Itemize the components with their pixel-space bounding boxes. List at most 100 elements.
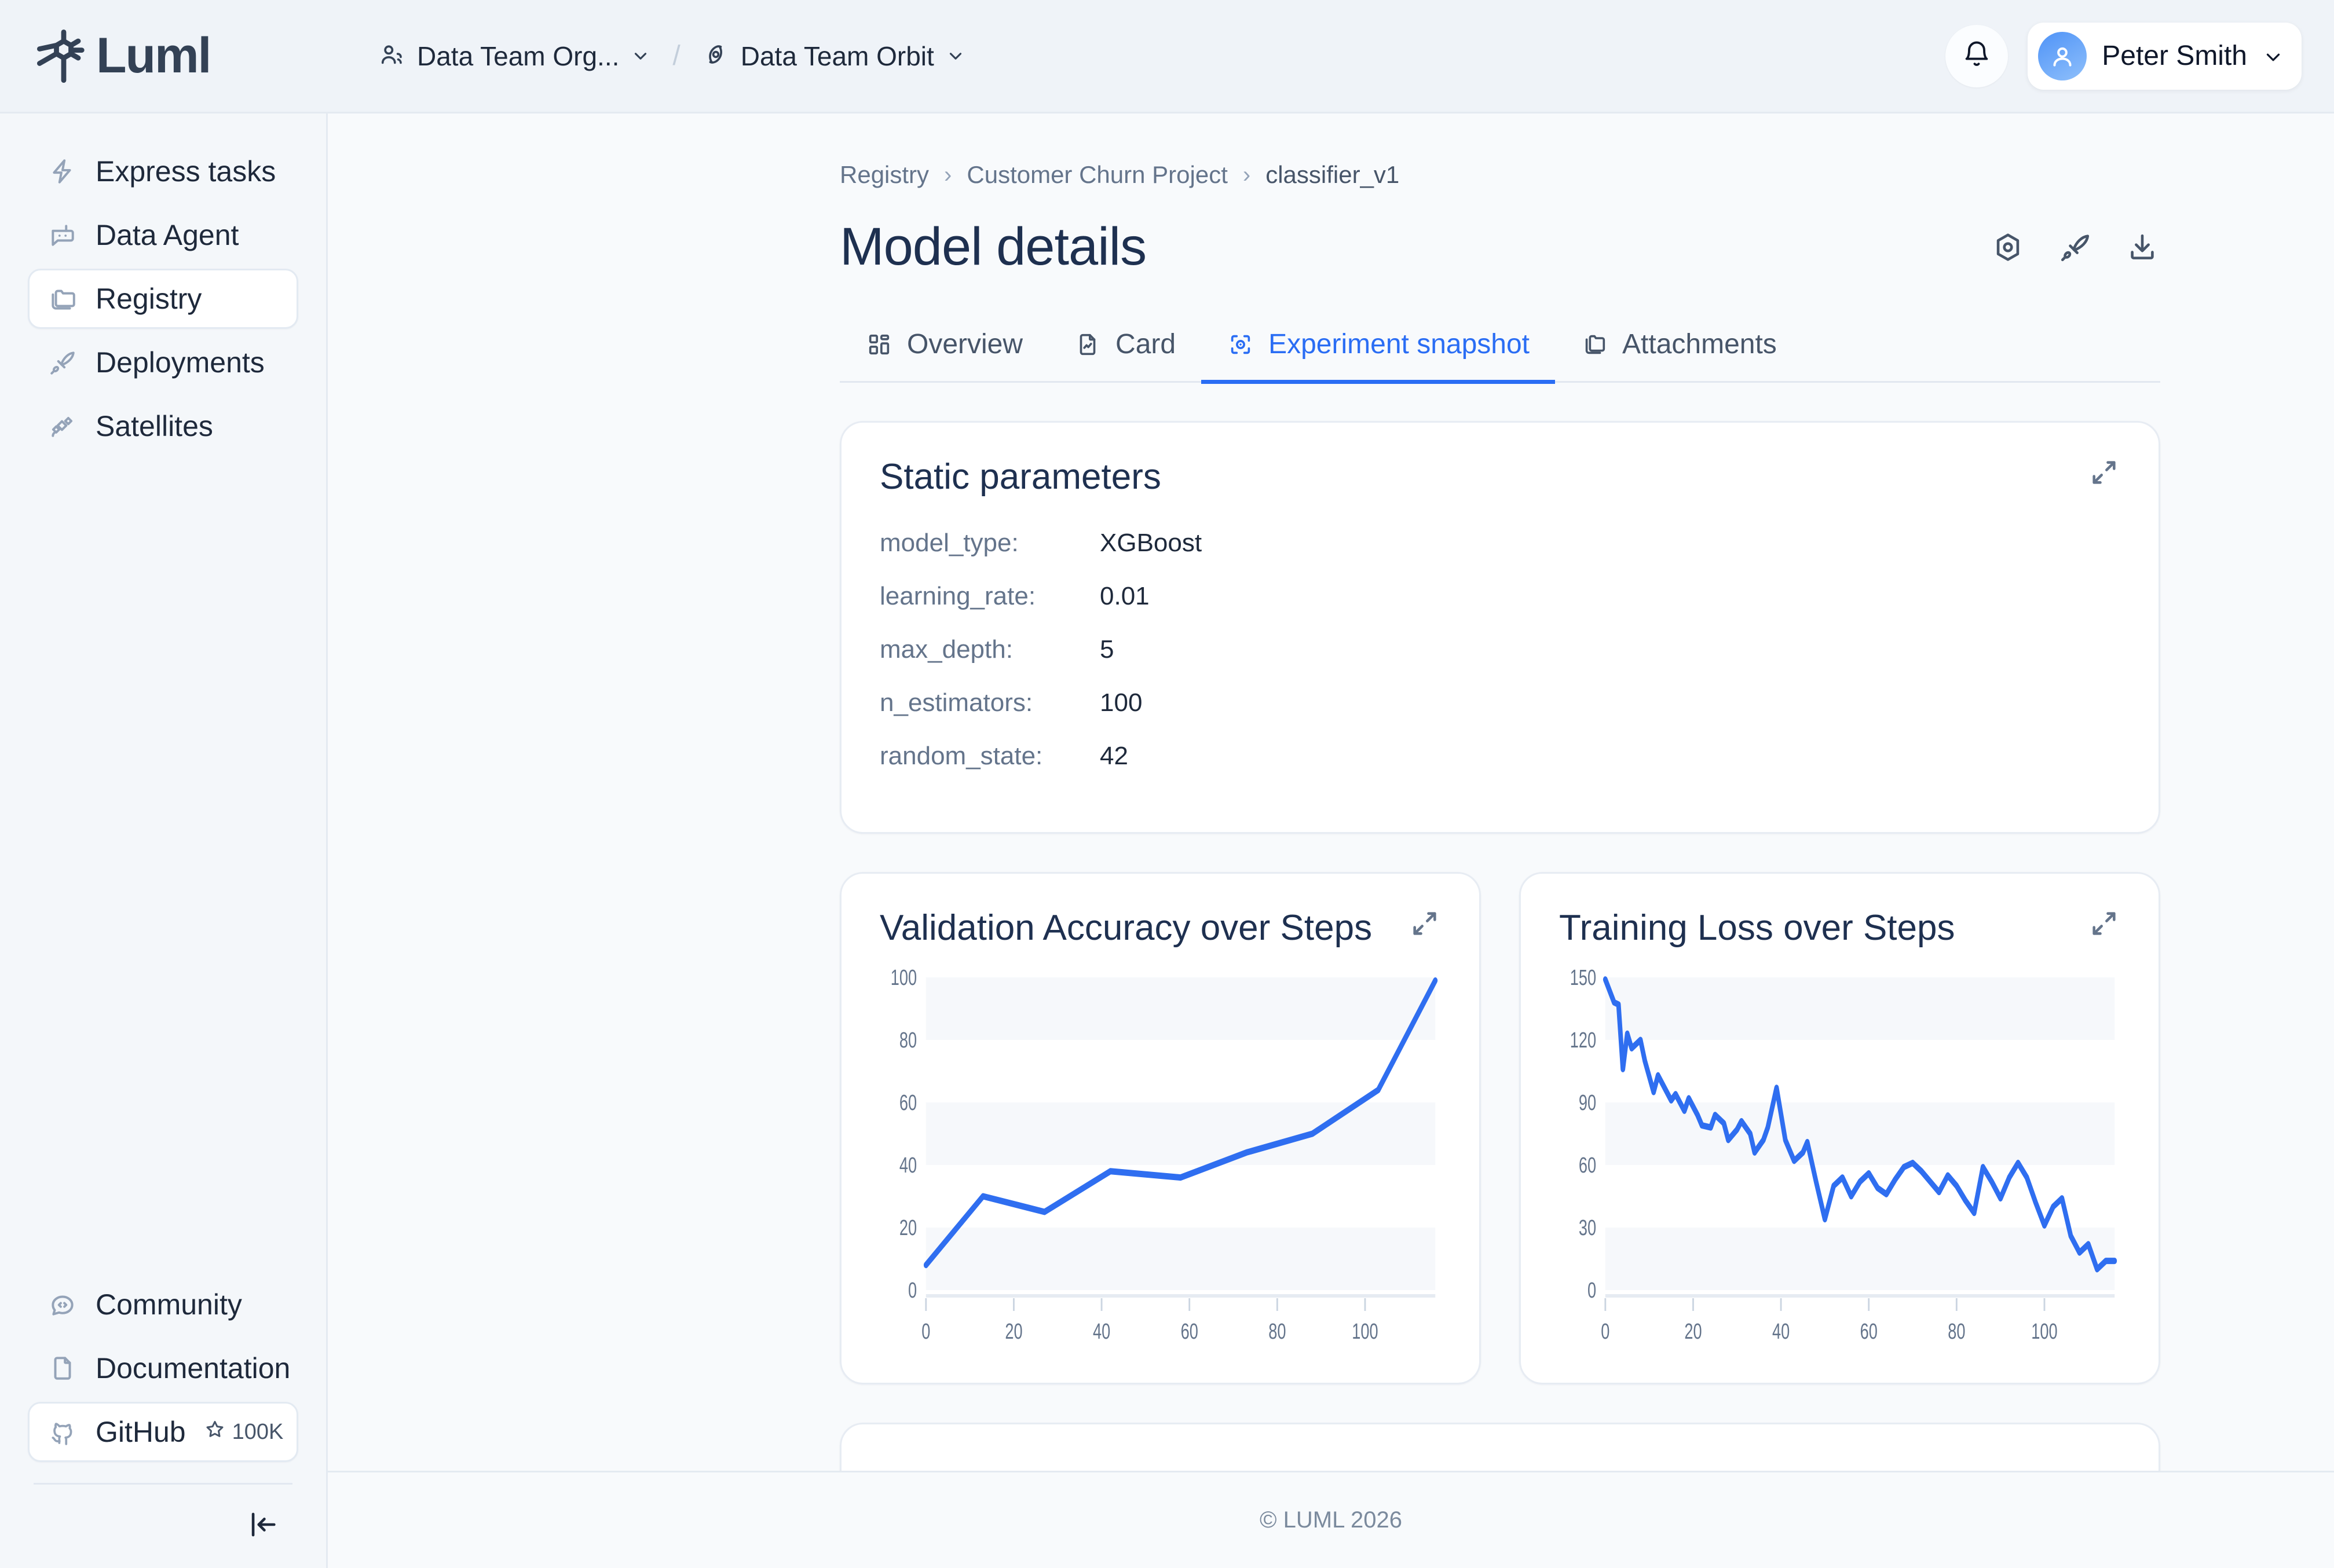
sidebar: Express tasks Data Agent	[0, 113, 328, 1568]
sidebar-item-label: Community	[96, 1288, 242, 1321]
parameter-key: random_state:	[880, 742, 1043, 770]
star-icon	[203, 1417, 226, 1446]
workspace-selector[interactable]: Data Team Orbit	[694, 35, 974, 78]
svg-text:80: 80	[1948, 1318, 1965, 1343]
lightning-icon	[47, 156, 78, 187]
svg-text:150: 150	[1570, 968, 1596, 990]
parameter-key: learning_rate:	[880, 582, 1036, 610]
top-bar-right: Peter Smith	[1945, 22, 2302, 90]
satellite-icon	[47, 411, 78, 442]
sidebar-item-satellites[interactable]: Satellites	[28, 396, 298, 456]
collapse-sidebar-button[interactable]	[245, 1508, 281, 1544]
svg-text:0: 0	[1587, 1277, 1596, 1302]
avatar	[2038, 31, 2087, 80]
tab-attachments[interactable]: Attachments	[1555, 318, 1802, 384]
next-card-partial	[840, 1423, 2160, 1471]
parameter-value: 0.01	[1100, 582, 1150, 610]
svg-text:40: 40	[899, 1152, 917, 1177]
tab-label: Experiment snapshot	[1268, 329, 1530, 360]
notifications-button[interactable]	[1945, 24, 2009, 87]
grid-icon	[865, 331, 893, 358]
brand-logo[interactable]: Luml	[35, 27, 324, 85]
tab-label: Attachments	[1622, 329, 1777, 360]
chart-title: Validation Accuracy over Steps	[880, 908, 1373, 948]
svg-text:100: 100	[1352, 1318, 1378, 1343]
parameter-value: 42	[1100, 742, 1128, 770]
orbit-icon	[703, 41, 729, 71]
svg-text:60: 60	[1860, 1318, 1878, 1343]
sidebar-item-documentation[interactable]: Documentation	[28, 1338, 298, 1398]
tab-label: Overview	[907, 329, 1023, 360]
svg-text:60: 60	[1579, 1152, 1596, 1177]
chat-code-icon	[47, 1289, 78, 1320]
tab-label: Card	[1115, 329, 1176, 360]
chevron-down-icon	[2262, 46, 2282, 66]
parameter-list: model_type: XGBoost learning_rate: 0.01 …	[842, 497, 2159, 832]
github-icon	[47, 1416, 78, 1448]
sidebar-item-label: Data Agent	[96, 219, 239, 251]
breadcrumb-item-current[interactable]: classifier_v1	[1265, 161, 1400, 188]
sidebar-item-community[interactable]: Community	[28, 1274, 298, 1335]
tab-experiment-snapshot[interactable]: Experiment snapshot	[1201, 318, 1556, 384]
sidebar-item-label: Documentation	[96, 1352, 291, 1384]
parameter-row: learning_rate: 0.01	[880, 582, 2120, 635]
parameter-value: 5	[1100, 635, 1114, 664]
card-title: Static parameters	[880, 457, 1161, 497]
scan-target-icon	[1227, 331, 1254, 358]
expand-arrows-icon[interactable]	[2088, 456, 2120, 489]
static-parameters-card: Static parameters model_type:	[840, 421, 2160, 834]
rocket-icon	[47, 347, 78, 378]
content-scroll[interactable]: Registry › Customer Churn Project › clas…	[328, 113, 2334, 1471]
users-icon	[379, 41, 405, 71]
bell-icon	[1962, 39, 1992, 72]
sidebar-item-data-agent[interactable]: Data Agent	[28, 205, 298, 265]
svg-text:80: 80	[899, 1027, 917, 1052]
parameter-row: model_type: XGBoost	[880, 529, 2120, 582]
sidebar-item-label: Satellites	[96, 410, 213, 442]
parameter-key: n_estimators:	[880, 688, 1033, 717]
sidebar-item-github[interactable]: GitHub 100K	[28, 1402, 298, 1462]
parameter-key: max_depth:	[880, 635, 1013, 664]
github-stars: 100K	[203, 1417, 284, 1446]
github-star-count: 100K	[232, 1419, 284, 1444]
expand-arrows-icon[interactable]	[2088, 907, 2120, 940]
breadcrumb-separator-icon: ›	[1242, 162, 1251, 188]
parameter-row: n_estimators: 100	[880, 688, 2120, 742]
svg-text:120: 120	[1570, 1027, 1596, 1052]
validation-accuracy-card: Validation Accuracy over Steps 0 20 40 60 80…	[840, 872, 1481, 1384]
parameter-value: 100	[1100, 688, 1143, 717]
chevron-down-icon	[946, 46, 965, 66]
sidebar-divider	[34, 1483, 292, 1485]
sidebar-item-registry[interactable]: Registry	[28, 269, 298, 329]
svg-text:60: 60	[1181, 1318, 1198, 1343]
expand-arrows-icon[interactable]	[1409, 907, 1441, 940]
sidebar-bottom: Community Documentation	[0, 1274, 326, 1568]
svg-text:60: 60	[899, 1090, 917, 1115]
tab-overview[interactable]: Overview	[840, 318, 1048, 384]
breadcrumb-item-registry[interactable]: Registry	[840, 161, 930, 188]
top-bar: Luml Data Team Org... /	[0, 0, 2334, 113]
tab-card[interactable]: Card	[1048, 318, 1201, 384]
app-body: Express tasks Data Agent	[0, 113, 2334, 1568]
sidebar-item-label: Registry	[96, 283, 202, 315]
bot-icon	[47, 219, 78, 251]
org-selector[interactable]: Data Team Org...	[371, 35, 659, 78]
rocket-deploy-icon[interactable]	[2057, 229, 2093, 265]
parameter-row: random_state: 42	[880, 742, 2120, 795]
svg-text:20: 20	[1684, 1318, 1702, 1343]
sidebar-item-express-tasks[interactable]: Express tasks	[28, 141, 298, 202]
page-title: Model details	[840, 217, 1147, 276]
sidebar-item-deployments[interactable]: Deployments	[28, 332, 298, 393]
settings-hex-icon[interactable]	[1990, 229, 2026, 265]
file-icon	[47, 1353, 78, 1384]
user-menu[interactable]: Peter Smith	[2028, 22, 2302, 90]
breadcrumb-item-project[interactable]: Customer Churn Project	[967, 161, 1228, 188]
svg-text:20: 20	[1005, 1318, 1022, 1343]
download-icon[interactable]	[2124, 229, 2160, 265]
workspace-name: Data Team Orbit	[740, 41, 934, 71]
sidebar-item-label: Deployments	[96, 346, 265, 379]
training-loss-chart: 0 30 60 90 120 150 0 20 40 60 80 100	[1570, 968, 2117, 1343]
page-actions	[1990, 229, 2160, 265]
org-switcher: Data Team Org... / Data Team Orbit	[371, 35, 974, 78]
footer: © LUML 2026	[328, 1471, 2334, 1568]
